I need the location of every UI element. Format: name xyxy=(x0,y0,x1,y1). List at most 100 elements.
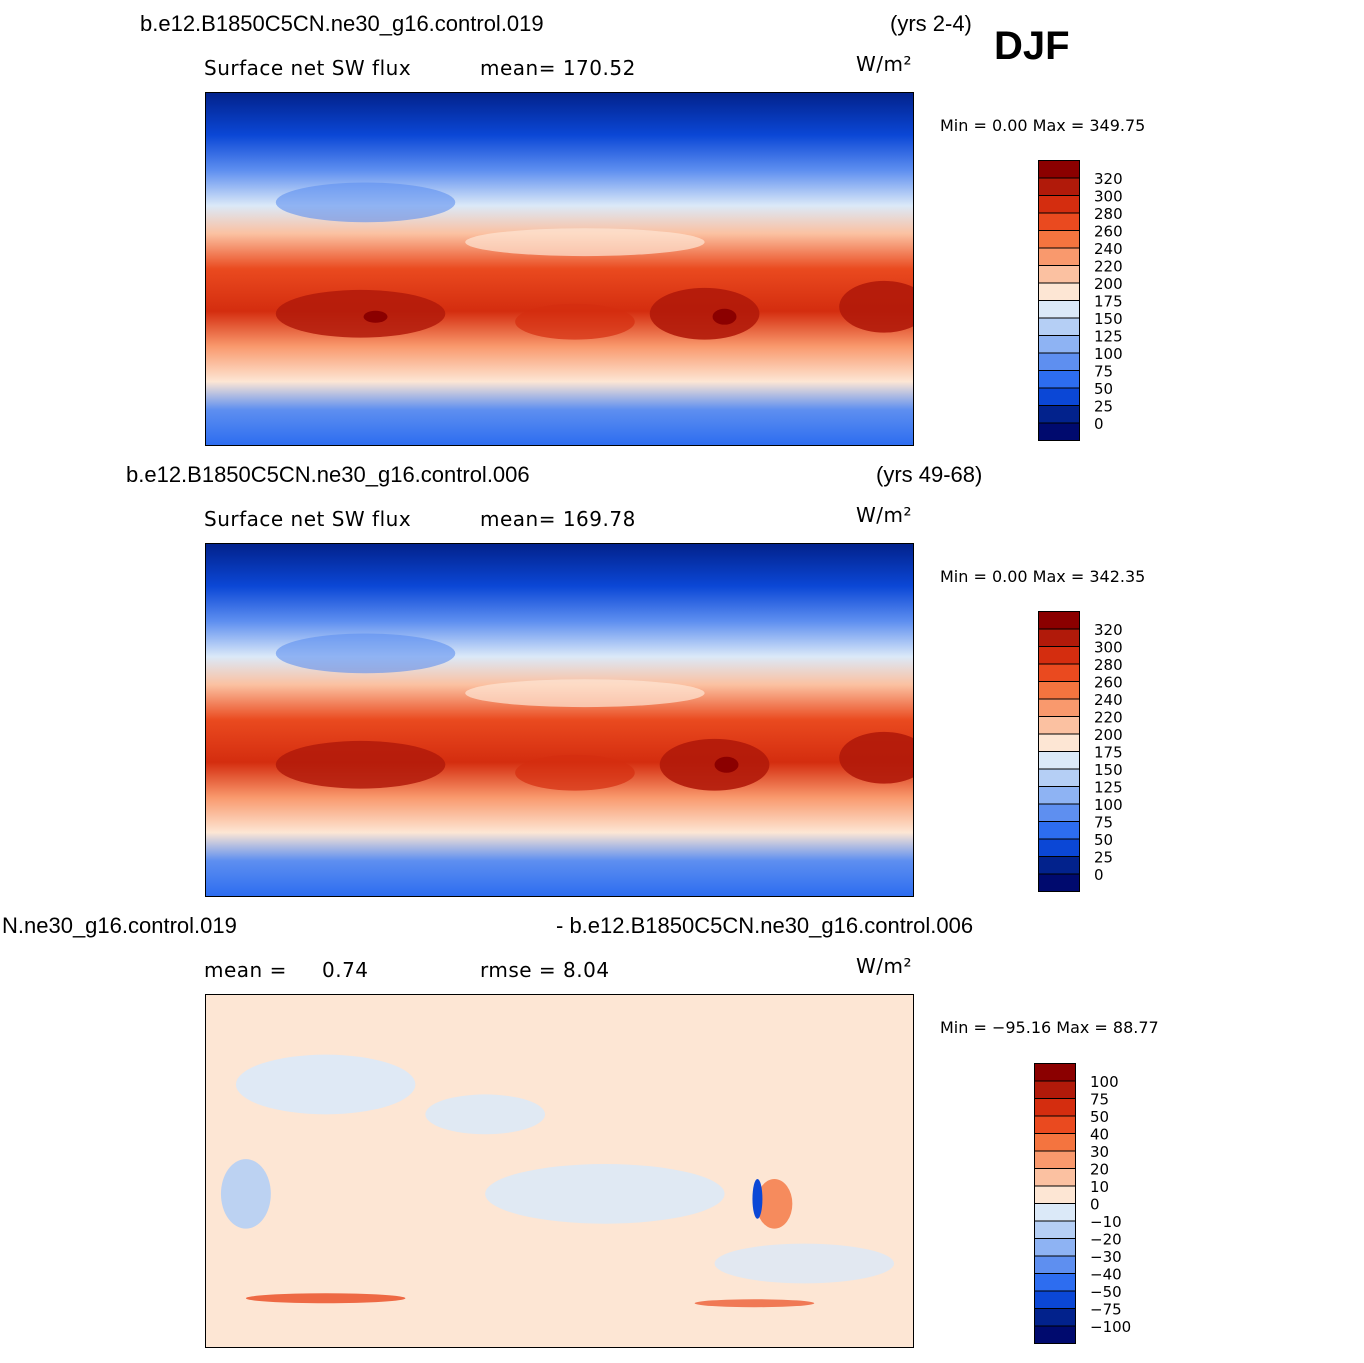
colorbar-tick-label: 75 xyxy=(1094,814,1113,832)
colorbar-tick-label: 50 xyxy=(1094,380,1113,398)
panel3-units: W/m² xyxy=(856,954,913,978)
colorbar-box xyxy=(1034,1080,1076,1099)
colorbar-tick-label: −20 xyxy=(1090,1231,1122,1249)
colorbar-tick-label: 50 xyxy=(1094,831,1113,849)
panel2-field-name: Surface net SW flux xyxy=(204,507,412,531)
colorbar-box xyxy=(1038,733,1080,752)
panel3-map xyxy=(205,994,914,1348)
panel3-mean-value: 0.74 xyxy=(322,958,369,982)
colorbar-tick-label: −30 xyxy=(1090,1248,1122,1266)
colorbar-box xyxy=(1034,1115,1076,1134)
colorbar-tick-label: 100 xyxy=(1094,796,1123,814)
colorbar-box xyxy=(1034,1063,1076,1082)
colorbar-tick-label: 200 xyxy=(1094,726,1123,744)
colorbar-tick-label: 260 xyxy=(1094,223,1123,241)
colorbar-tick-label: 320 xyxy=(1094,170,1123,188)
colorbar-tick-label: 0 xyxy=(1094,866,1104,884)
colorbar-tick-label: 150 xyxy=(1094,310,1123,328)
colorbar-box xyxy=(1038,195,1080,214)
colorbar-tick-label: 300 xyxy=(1094,188,1123,206)
colorbar-tick-label: −40 xyxy=(1090,1266,1122,1284)
colorbar-tick-label: 75 xyxy=(1090,1091,1109,1109)
colorbar-box xyxy=(1038,646,1080,665)
colorbar-tick-label: 300 xyxy=(1094,639,1123,657)
colorbar-tick-label: 150 xyxy=(1094,761,1123,779)
colorbar-tick-label: 125 xyxy=(1094,328,1123,346)
colorbar-box xyxy=(1034,1150,1076,1169)
colorbar-tick-label: 50 xyxy=(1090,1108,1109,1126)
colorbar-box xyxy=(1034,1238,1076,1257)
colorbar-box xyxy=(1038,873,1080,892)
colorbar-tick-label: 10 xyxy=(1090,1178,1109,1196)
colorbar-box xyxy=(1038,803,1080,822)
colorbar-box xyxy=(1038,698,1080,717)
panel1-field-name: Surface net SW flux xyxy=(204,56,412,80)
colorbar-tick-label: 100 xyxy=(1094,345,1123,363)
panel3-colorbar: 100 75 50 40 30 20 10 0 −10 −20 −30 −40 −50 −75 −100 xyxy=(1034,1063,1135,1350)
panel2-case-title: b.e12.B1850C5CN.ne30_g16.control.006 xyxy=(126,462,530,487)
colorbar-box xyxy=(1038,370,1080,389)
panel3-case-title: N.ne30_g16.control.019 xyxy=(2,913,237,938)
colorbar-tick-label: 175 xyxy=(1094,293,1123,311)
panel1-colorbar: 320 300 280 260 240 220 200 175 150 125 100 75 50 25 0 xyxy=(1038,160,1139,447)
colorbar-tick-label: 240 xyxy=(1094,691,1123,709)
panel2-years: (yrs 49-68) xyxy=(876,462,983,487)
colorbar-box xyxy=(1034,1290,1076,1309)
panel3-subtracted-case: - b.e12.B1850C5CN.ne30_g16.control.006 xyxy=(556,913,974,938)
panel2-mean: mean= 169.78 xyxy=(480,507,636,531)
panel1-map-svg xyxy=(206,93,913,445)
colorbar-box xyxy=(1038,335,1080,354)
colorbar-box xyxy=(1038,786,1080,805)
colorbar-box xyxy=(1038,611,1080,630)
colorbar-tick-label: 200 xyxy=(1094,275,1123,293)
season-label: DJF xyxy=(994,24,1070,68)
colorbar-tick-label: −100 xyxy=(1090,1318,1131,1336)
colorbar-box xyxy=(1038,177,1080,196)
colorbar-tick-label: 260 xyxy=(1094,674,1123,692)
panel1-min-max: Min = 0.00 Max = 349.75 xyxy=(940,116,1146,135)
panel1-map xyxy=(205,92,914,446)
panel1-mean: mean= 170.52 xyxy=(480,56,636,80)
colorbar-box xyxy=(1038,663,1080,682)
colorbar-box xyxy=(1038,628,1080,647)
colorbar-box xyxy=(1038,422,1080,441)
colorbar-box xyxy=(1038,751,1080,770)
colorbar-box xyxy=(1038,317,1080,336)
colorbar-box xyxy=(1038,681,1080,700)
panel1-years: (yrs 2-4) xyxy=(890,11,972,36)
colorbar-tick-label: 220 xyxy=(1094,709,1123,727)
panel3-rmse: rmse = 8.04 xyxy=(480,958,610,982)
colorbar-tick-label: 280 xyxy=(1094,205,1123,223)
colorbar-tick-label: 30 xyxy=(1090,1143,1109,1161)
colorbar-box xyxy=(1034,1220,1076,1239)
colorbar-tick-label: 0 xyxy=(1094,415,1104,433)
colorbar-tick-label: 280 xyxy=(1094,656,1123,674)
panel2-colorbar: 320 300 280 260 240 220 200 175 150 125 100 75 50 25 0 xyxy=(1038,611,1139,898)
colorbar-tick-label: 25 xyxy=(1094,849,1113,867)
colorbar-tick-label: 20 xyxy=(1090,1161,1109,1179)
panel1-case-title: b.e12.B1850C5CN.ne30_g16.control.019 xyxy=(140,11,544,36)
colorbar-box xyxy=(1034,1273,1076,1292)
colorbar-box xyxy=(1034,1185,1076,1204)
colorbar-box xyxy=(1038,230,1080,249)
colorbar-tick-label: −50 xyxy=(1090,1283,1122,1301)
colorbar-box xyxy=(1034,1133,1076,1152)
panel2-units: W/m² xyxy=(856,503,913,527)
panel3-map-svg xyxy=(206,995,913,1347)
colorbar-tick-label: 220 xyxy=(1094,258,1123,276)
colorbar-box xyxy=(1038,856,1080,875)
colorbar-box xyxy=(1034,1308,1076,1327)
colorbar-box xyxy=(1034,1168,1076,1187)
colorbar-tick-label: 25 xyxy=(1094,398,1113,416)
colorbar-tick-label: 0 xyxy=(1090,1196,1100,1214)
colorbar-box xyxy=(1038,265,1080,284)
colorbar-box xyxy=(1038,405,1080,424)
colorbar-tick-label: 100 xyxy=(1090,1073,1119,1091)
colorbar-box xyxy=(1038,716,1080,735)
colorbar-tick-label: 40 xyxy=(1090,1126,1109,1144)
colorbar-box xyxy=(1038,160,1080,179)
colorbar-tick-label: 75 xyxy=(1094,363,1113,381)
